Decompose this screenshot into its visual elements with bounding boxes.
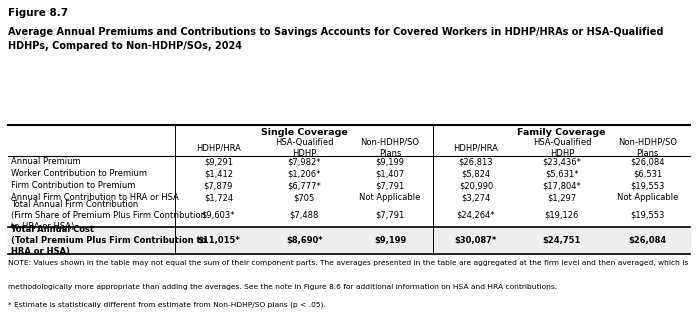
Text: $5,824: $5,824: [461, 169, 491, 178]
Text: Family Coverage: Family Coverage: [517, 128, 606, 137]
Text: $6,777*: $6,777*: [287, 181, 321, 190]
Text: $705: $705: [293, 193, 315, 202]
Text: NOTE: Values shown in the table may not equal the sum of their component parts. : NOTE: Values shown in the table may not …: [8, 260, 689, 266]
Text: $9,603*: $9,603*: [201, 211, 235, 220]
Text: $1,724: $1,724: [204, 193, 233, 202]
Text: $20,990: $20,990: [459, 181, 493, 190]
Text: $26,084: $26,084: [628, 236, 666, 245]
Text: $6,531: $6,531: [633, 169, 662, 178]
Text: $9,199: $9,199: [376, 157, 404, 166]
Text: Total Annual Cost
(Total Premium Plus Firm Contribution to
HRA or HSA): Total Annual Cost (Total Premium Plus Fi…: [11, 225, 206, 256]
Text: $19,553: $19,553: [630, 211, 665, 220]
Text: HDHP/HRA: HDHP/HRA: [454, 143, 498, 152]
Text: $1,297: $1,297: [547, 193, 576, 202]
Text: $26,084: $26,084: [630, 157, 665, 166]
Text: HSA-Qualified
HDHP: HSA-Qualified HDHP: [533, 138, 591, 158]
Text: $7,791: $7,791: [376, 181, 405, 190]
Text: $11,015*: $11,015*: [197, 236, 240, 245]
Text: $5,631*: $5,631*: [545, 169, 579, 178]
Text: $8,690*: $8,690*: [286, 236, 323, 245]
Text: Figure 8.7: Figure 8.7: [8, 8, 68, 18]
Text: HSA-Qualified
HDHP: HSA-Qualified HDHP: [275, 138, 333, 158]
Text: Worker Contribution to Premium: Worker Contribution to Premium: [11, 169, 147, 178]
Text: $1,412: $1,412: [204, 169, 233, 178]
Text: Not Applicable: Not Applicable: [360, 193, 421, 202]
Text: $7,982*: $7,982*: [287, 157, 321, 166]
Text: $9,199: $9,199: [374, 236, 406, 245]
Text: Total Annual Firm Contribution
(Firm Share of Premium Plus Firm Contribution
to : Total Annual Firm Contribution (Firm Sha…: [11, 200, 206, 231]
Text: $19,553: $19,553: [630, 181, 665, 190]
Text: $1,407: $1,407: [376, 169, 405, 178]
Text: Annual Firm Contribution to HRA or HSA: Annual Firm Contribution to HRA or HSA: [11, 193, 179, 202]
Text: Average Annual Premiums and Contributions to Savings Accounts for Covered Worker: Average Annual Premiums and Contribution…: [8, 27, 664, 51]
Text: * Estimate is statistically different from estimate from Non-HDHP/SO plans (p < : * Estimate is statistically different fr…: [8, 301, 326, 308]
Text: $3,274: $3,274: [461, 193, 491, 202]
Text: Non-HDHP/SO
Plans: Non-HDHP/SO Plans: [360, 138, 420, 158]
Text: Single Coverage: Single Coverage: [261, 128, 348, 137]
Text: Annual Premium: Annual Premium: [11, 157, 81, 166]
Text: $1,206*: $1,206*: [288, 169, 321, 178]
Text: methodologically more appropriate than adding the averages. See the note in Figu: methodologically more appropriate than a…: [8, 284, 558, 290]
Text: HDHP/HRA: HDHP/HRA: [196, 143, 240, 152]
Text: $23,436*: $23,436*: [542, 157, 581, 166]
Text: $17,804*: $17,804*: [542, 181, 581, 190]
Text: Not Applicable: Not Applicable: [617, 193, 678, 202]
Text: $7,879: $7,879: [204, 181, 233, 190]
Text: $24,751: $24,751: [543, 236, 581, 245]
Text: $26,813: $26,813: [459, 157, 493, 166]
Text: Non-HDHP/SO
Plans: Non-HDHP/SO Plans: [618, 138, 677, 158]
Text: $24,264*: $24,264*: [457, 211, 496, 220]
Text: $9,291: $9,291: [204, 157, 233, 166]
Text: $19,126: $19,126: [544, 211, 579, 220]
Text: $30,087*: $30,087*: [455, 236, 497, 245]
Text: Firm Contribution to Premium: Firm Contribution to Premium: [11, 181, 135, 190]
Text: $7,791: $7,791: [376, 211, 405, 220]
Text: $7,488: $7,488: [289, 211, 319, 220]
